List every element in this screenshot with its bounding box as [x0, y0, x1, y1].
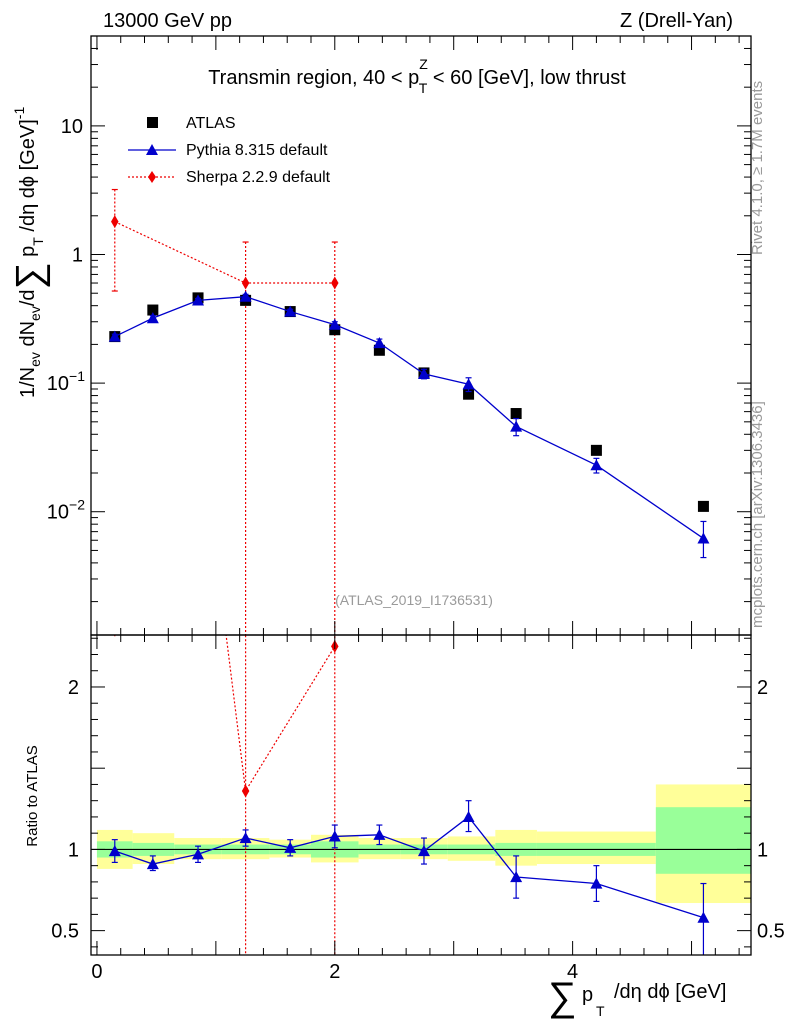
title-part-pre: Transmin region, 40 < p	[208, 67, 419, 89]
sherpa-line	[114, 221, 335, 284]
x-tick-label: 0	[91, 961, 102, 983]
ratio-pythia-line	[114, 816, 704, 919]
main-y-tick-label: 1	[72, 245, 83, 267]
x-tick-label: 4	[567, 961, 578, 983]
ratio-y-tick-label-right: 1	[757, 839, 768, 861]
atlas-point	[590, 444, 602, 456]
ratio-pythia-point	[373, 828, 386, 840]
main-title: Transmin region, 40 < pZ T < 60 [GeV], lo…	[208, 56, 626, 96]
svg-text:∑: ∑	[548, 975, 577, 1019]
svg-text:p: p	[582, 984, 593, 1006]
ratio-pythia-point	[510, 871, 523, 883]
pythia-point	[510, 420, 523, 432]
ratio-pythia-point	[239, 832, 252, 844]
ratio-frame	[90, 634, 752, 956]
svg-text:1/Nev dNev/d∑ pT /dη dϕ [GeV]: 1/Nev dNev/d∑ pT /dη dϕ [GeV]-1	[9, 107, 51, 398]
ratio-y-axis-label: Ratio to ATLAS	[24, 745, 41, 846]
pythia-point	[373, 337, 386, 349]
sherpa-point	[241, 276, 250, 290]
ratio-y-tick-label-left: 0.5	[51, 921, 79, 943]
pythia-point	[328, 318, 341, 330]
pythia-point	[146, 312, 159, 324]
sherpa-point	[111, 215, 119, 229]
atlas-point	[463, 388, 475, 400]
legend-marker-atlas	[147, 117, 158, 128]
header-right: Z (Drell-Yan)	[620, 10, 733, 32]
rivet-label: Rivet 4.1.0, ≥ 1.7M events	[749, 81, 766, 255]
header-left: 13000 GeV pp	[103, 10, 232, 32]
title-part-sup: Z	[419, 56, 428, 72]
legend-label-pythia: Pythia 8.315 default	[186, 142, 328, 159]
pythia-point	[417, 367, 430, 379]
title-part-post: < 60 [GeV], low thrust	[427, 67, 626, 89]
atlas-point	[373, 344, 385, 356]
ratio-pythia-point	[108, 845, 121, 857]
pythia-point	[239, 290, 252, 302]
ratio-pythia-point	[590, 877, 603, 889]
legend-label-sherpa: Sherpa 2.2.9 default	[186, 169, 331, 186]
x-axis-label: ∑ p T /dη dϕ [GeV]	[548, 975, 726, 1019]
pythia-line	[114, 296, 704, 539]
ratio-pythia-point	[146, 858, 159, 870]
atlas-point	[510, 408, 522, 420]
x-tick-label: 2	[329, 961, 340, 983]
legend-marker-pythia	[146, 144, 158, 155]
title-part-sub: T	[419, 80, 428, 96]
ratio-pythia-point	[417, 845, 430, 857]
mcplots-label: mcplots.cern.ch [arXiv:1306.3436]	[749, 401, 766, 628]
pythia-point	[590, 459, 603, 471]
ratio-pythia-point	[192, 848, 205, 860]
main-y-axis-label: 1/Nev dNev/d∑ pT /dη dϕ [GeV]-1	[9, 107, 51, 398]
ratio-y-tick-label-left: 2	[68, 677, 79, 699]
main-y-tick-label: 10−2	[47, 497, 85, 524]
ratio-pythia-point	[284, 841, 297, 853]
main-y-tick-label: 10−1	[47, 368, 85, 395]
pythia-point	[462, 378, 475, 390]
atlas-point	[697, 500, 709, 512]
ratio-band-inner	[655, 807, 751, 874]
atlas-point	[147, 304, 159, 316]
legend: ATLAS Pythia 8.315 default Sherpa 2.2.9 …	[128, 115, 331, 186]
svg-text:T: T	[596, 1003, 605, 1019]
pythia-point	[108, 330, 121, 342]
ratio-y-tick-label-right: 2	[757, 677, 768, 699]
pythia-point	[697, 532, 710, 544]
ratio-pythia-point	[328, 830, 341, 842]
svg-text:/dη dϕ [GeV]: /dη dϕ [GeV]	[614, 981, 726, 1003]
ratio-y-tick-label-left: 1	[68, 839, 79, 861]
analysis-watermark: (ATLAS_2019_I1736531)	[335, 592, 493, 608]
ratio-pythia-point	[697, 911, 710, 923]
sherpa-point	[331, 276, 339, 290]
ratio-pythia-point	[462, 810, 475, 823]
atlas-point	[329, 324, 341, 336]
ratio-sherpa-point	[241, 784, 250, 798]
legend-marker-sherpa	[148, 171, 156, 183]
legend-label-atlas: ATLAS	[186, 115, 236, 132]
ratio-y-tick-label-right: 0.5	[757, 921, 785, 943]
main-y-tick-label: 10	[61, 116, 83, 138]
pythia-point	[284, 305, 297, 317]
pythia-point	[192, 294, 205, 306]
